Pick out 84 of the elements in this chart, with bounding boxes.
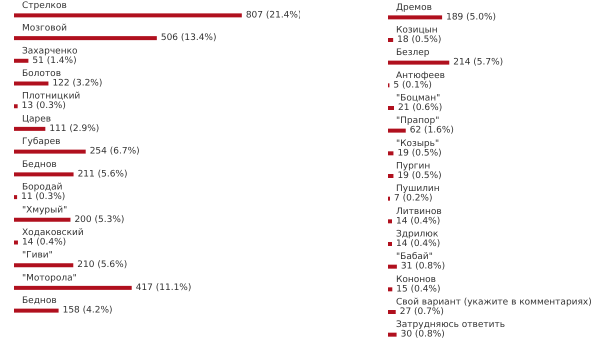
bar xyxy=(388,174,394,178)
y-tick-label: Болотов xyxy=(22,69,61,79)
bar xyxy=(388,287,392,292)
data-label: 27 (0.7%) xyxy=(400,307,444,317)
data-label: 5 (0.1%) xyxy=(393,80,432,90)
data-label: 210 (5.6%) xyxy=(77,260,128,270)
y-tick-label: Затрудняюсь ответить xyxy=(396,320,506,330)
y-tick-label: "Боцман" xyxy=(396,94,440,104)
data-label: 506 (13.4%) xyxy=(160,33,216,44)
bar xyxy=(388,38,394,42)
data-label: 158 (4.2%) xyxy=(62,306,113,316)
bar xyxy=(388,219,392,224)
data-label: 19 (0.5%) xyxy=(397,148,442,158)
bar xyxy=(14,195,18,200)
bar xyxy=(14,58,28,63)
bar xyxy=(388,151,394,156)
y-tick-label: "Прапор" xyxy=(396,116,440,126)
y-tick-label: Антюфеев xyxy=(396,70,445,81)
y-tick-label: Беднов xyxy=(22,160,57,170)
data-label: 62 (1.6%) xyxy=(410,126,454,136)
bar xyxy=(388,310,396,314)
y-tick-label: Свой вариант (укажите в комментариях) xyxy=(396,298,592,308)
y-tick-label: Ходаковский xyxy=(22,228,84,238)
y-tick-label: Дремов xyxy=(396,2,432,13)
y-tick-label: "Бабай" xyxy=(396,252,433,262)
y-tick-label: Здрилюк xyxy=(396,230,439,240)
data-label: 214 (5.7%) xyxy=(453,58,504,68)
bar xyxy=(388,242,392,246)
y-tick-label: Пургин xyxy=(396,162,430,172)
data-label: 7 (0.2%) xyxy=(394,194,432,204)
data-label: 15 (0.4%) xyxy=(396,284,440,294)
bar xyxy=(14,218,70,222)
data-label: 211 (5.6%) xyxy=(78,169,128,180)
bar xyxy=(14,13,242,18)
y-tick-label: Бородай xyxy=(22,182,63,193)
bar xyxy=(14,126,46,131)
y-tick-label: Плотницкий xyxy=(22,92,80,102)
bar xyxy=(14,36,157,40)
bar xyxy=(388,128,406,133)
y-tick-label: Беднов xyxy=(22,296,57,306)
bar xyxy=(14,308,59,313)
bar xyxy=(14,150,86,154)
data-label: 51 (1.4%) xyxy=(32,56,77,66)
bar xyxy=(14,240,18,244)
data-label: 122 (3.2%) xyxy=(52,78,102,88)
bar xyxy=(14,263,74,268)
data-label: 189 (5.0%) xyxy=(446,12,496,22)
bar xyxy=(388,15,442,20)
y-tick-label: Безлер xyxy=(396,48,430,58)
bar xyxy=(14,286,132,290)
y-tick-label: Козицын xyxy=(396,26,438,36)
data-label: 111 (2.9%) xyxy=(49,124,100,134)
data-label: 11 (0.3%) xyxy=(21,192,66,202)
y-tick-label: Пушилин xyxy=(396,184,440,194)
data-label: 31 (0.8%) xyxy=(400,262,446,272)
y-tick-label: Кононов xyxy=(396,274,436,285)
bar xyxy=(388,332,397,337)
y-tick-label: "Гиви" xyxy=(22,250,53,261)
y-tick-label: Царев xyxy=(22,114,52,124)
y-tick-label: Литвинов xyxy=(396,206,442,217)
data-label: 19 (0.5%) xyxy=(397,171,442,181)
data-label: 14 (0.4%) xyxy=(22,238,66,248)
bar xyxy=(388,264,397,269)
bar xyxy=(388,106,394,110)
data-label: 14 (0.4%) xyxy=(396,239,440,249)
bar xyxy=(14,104,18,108)
data-label: 417 (11.1%) xyxy=(136,282,192,293)
y-tick-label: Мозговой xyxy=(22,24,68,34)
data-label: 14 (0.4%) xyxy=(396,216,440,226)
data-label: 254 (6.7%) xyxy=(90,146,140,157)
data-label: 200 (5.3%) xyxy=(74,214,124,225)
data-label: 30 (0.8%) xyxy=(400,330,445,340)
y-tick-label: Стрелков xyxy=(22,0,67,11)
y-tick-label: "Моторола" xyxy=(22,273,77,284)
data-label: 21 (0.6%) xyxy=(398,103,442,113)
y-tick-label: Губарев xyxy=(22,137,60,148)
data-label: 13 (0.3%) xyxy=(22,101,66,112)
y-tick-label: "Хмурый" xyxy=(22,205,68,216)
y-tick-label: Захарченко xyxy=(22,46,78,56)
data-label: 18 (0.5%) xyxy=(397,35,442,45)
bar xyxy=(14,82,48,86)
y-tick-label: "Козырь" xyxy=(396,138,440,149)
bar xyxy=(388,60,450,65)
bar xyxy=(14,172,74,176)
